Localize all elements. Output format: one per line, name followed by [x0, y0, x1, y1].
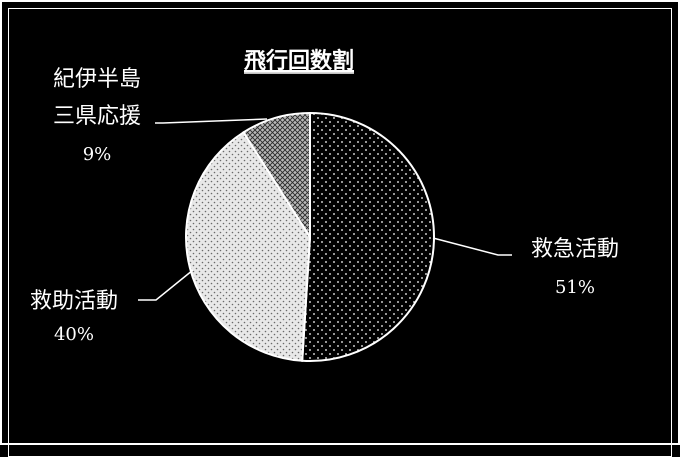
data-label-kyukyu-percent: 51% [555, 277, 595, 298]
data-label-kii-name-line2: 三県応援 [53, 104, 141, 129]
pie-chart: 飛行回数割 救急活動 51% 救助活動 40% 紀伊半島 三県応援 9% [30, 48, 619, 362]
leader-line-kii [155, 118, 268, 124]
data-label-kyujo-name: 救助活動 [30, 289, 118, 314]
data-label-kii-name-line1: 紀伊半島 [53, 67, 141, 92]
leader-line-kyukyu [432, 237, 512, 256]
pie-slice-kii [242, 111, 311, 241]
pie-slices [185, 111, 436, 362]
pie-slice-kyukyu [301, 111, 436, 362]
data-label-kyukyu-name: 救急活動 [531, 237, 619, 262]
data-label-kyujo-percent: 40% [54, 324, 94, 345]
chart-title: 飛行回数割 [244, 48, 354, 74]
leader-line-kyujo [138, 269, 194, 301]
data-label-kii-percent: 9% [83, 144, 112, 165]
